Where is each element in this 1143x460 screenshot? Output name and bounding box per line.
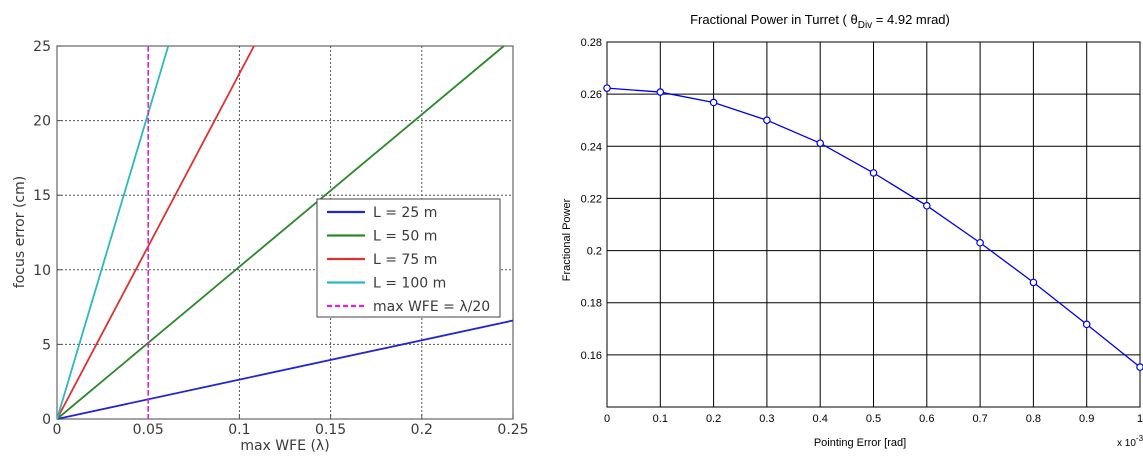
right-data-point [656,88,665,96]
left-x-tick-label: 0.2 [411,422,433,438]
right-data-point [922,201,931,210]
right-series-group [603,84,1143,371]
right-data-point [763,116,771,125]
right-data-point [709,98,718,107]
left-y-tick-label: 10 [33,263,51,279]
right-chart: Fractional Power in Turret ( θDiv = 4.92… [561,12,1143,449]
left-series-line-3 [56,45,255,420]
left-chart: 0 0.05 0.1 0.15 0.2 0.25 0 5 10 15 20 25 max WFE (… [12,39,529,454]
left-x-tick-label: 0.05 [133,422,164,438]
left-legend: L = 25 m L = 50 m L = 75 m L = 100 m max WFE… [316,198,501,318]
right-y-tick-label: 0.2 [587,246,602,258]
right-data-point [816,139,825,147]
right-y-tick-label: 0.16 [581,350,602,362]
right-x-tick-label: 1 [1137,413,1143,425]
right-title-subscript: Div [858,20,872,31]
left-y-tick-labels: 0 5 10 15 20 25 [33,39,51,428]
right-x-multiplier-exp: -3 [1136,434,1143,443]
left-y-tick-label: 15 [33,188,51,204]
right-title-tail: = 4.92 mrad) [872,12,950,27]
left-y-tick-label: 0 [42,412,51,428]
right-title-main: Fractional Power in Turret ( [690,12,850,27]
right-y-tick-label: 0.18 [581,298,602,310]
right-data-point [603,84,611,92]
left-y-tick-label: 20 [33,114,51,130]
left-x-tick-labels: 0 0.05 0.1 0.15 0.2 0.25 [53,422,529,438]
right-x-tick-label: 0.6 [919,413,934,425]
right-x-tick-label: 0.3 [759,413,774,425]
right-data-point [1136,363,1143,371]
right-y-tick-label: 0.22 [581,193,602,205]
left-series-line-4 [56,45,170,420]
left-legend-label: max WFE = λ/20 [373,299,490,315]
left-y-axis-label: focus error (cm) [12,176,28,288]
right-x-axis-label: Pointing Error [rad] [814,437,906,449]
right-title-theta: θ [851,12,858,27]
left-x-tick-label: 0.25 [497,422,528,438]
right-x-tick-label: 0.5 [866,413,881,425]
right-data-point [976,238,984,247]
right-x-multiplier: x 10-3 [1117,434,1143,449]
left-legend-label: L = 25 m [373,205,437,221]
left-x-tick-label: 0 [53,422,62,438]
left-grid [56,45,514,420]
right-x-tick-label: 0.2 [706,413,721,425]
right-x-tick-labels: 0 0.1 0.2 0.3 0.4 0.5 0.6 0.7 0.8 0.9 1 [604,413,1143,425]
right-chart-title: Fractional Power in Turret ( θDiv = 4.92… [690,12,950,31]
left-legend-label: L = 100 m [373,276,446,292]
right-x-tick-label: 0.1 [653,413,668,425]
left-series-line-1 [56,319,514,420]
right-x-tick-label: 0.4 [813,413,828,425]
right-y-tick-label: 0.28 [581,37,602,49]
right-x-multiplier-base: x 10 [1117,438,1136,449]
left-x-tick-label: 0.1 [228,422,250,438]
left-x-axis-label: max WFE (λ) [240,438,329,454]
right-y-tick-label: 0.24 [581,141,602,153]
left-series-line-2 [56,45,505,420]
right-y-tick-labels: 0.16 0.18 0.2 0.22 0.24 0.26 0.28 [581,37,602,362]
left-legend-label: L = 50 m [373,229,437,245]
right-x-tick-label: 0.8 [1026,413,1041,425]
right-data-point [1082,320,1091,329]
left-legend-label: L = 75 m [373,252,437,268]
left-x-tick-label: 0.15 [315,422,346,438]
right-x-tick-label: 0.9 [1079,413,1094,425]
right-y-tick-label: 0.26 [581,89,602,101]
right-x-tick-label: 0 [604,413,610,425]
left-y-tick-label: 5 [42,337,51,353]
left-series-group [56,45,514,420]
right-y-axis-label: Fractional Power [561,198,573,281]
right-data-point [869,169,878,177]
right-x-tick-label: 0.7 [972,413,987,425]
left-y-tick-label: 25 [33,39,51,55]
right-data-point [1029,278,1038,287]
